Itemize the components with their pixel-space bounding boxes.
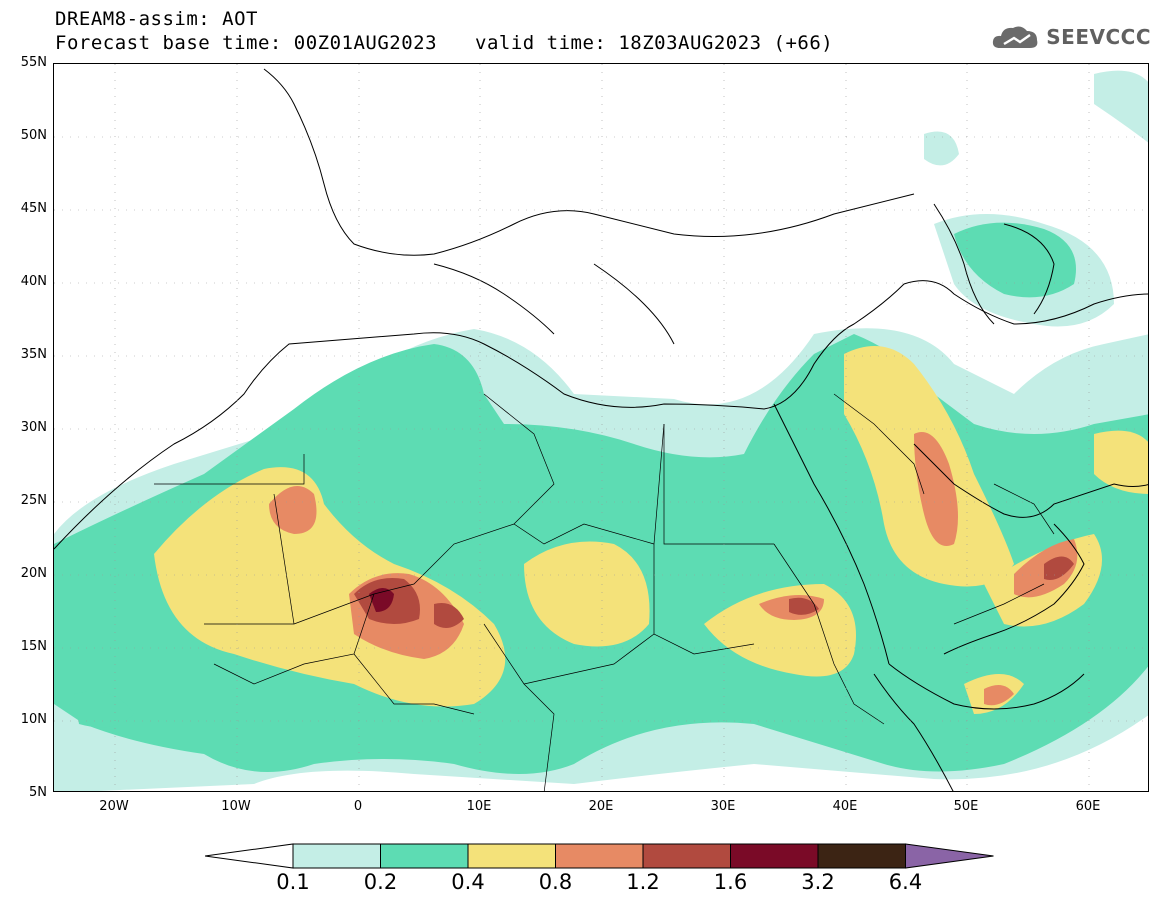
lat-label: 25N: [20, 493, 47, 508]
lat-label: 45N: [20, 201, 47, 216]
lat-label: 40N: [20, 274, 47, 289]
lat-label: 15N: [20, 639, 47, 654]
colorbar-segment: [467, 843, 556, 869]
lat-label: 35N: [20, 347, 47, 362]
colorbar-triangle-low: [205, 843, 294, 869]
colorbar-level-label: 0.4: [451, 870, 485, 894]
colorbar-level-label: 0.8: [538, 870, 573, 894]
colorbar-segment: [380, 843, 469, 869]
coastlines: [54, 68, 1148, 791]
colorbar: [205, 843, 994, 869]
map-plot: [53, 63, 1149, 792]
colorbar-segment: [292, 843, 381, 869]
colorbar-segment: [642, 843, 731, 869]
colorbar-level-label: 6.4: [888, 870, 923, 894]
colorbar-level-label: 1.6: [713, 870, 748, 894]
colorbar-level-label: 1.2: [626, 870, 660, 894]
logo-text: SEEVCCC: [1046, 25, 1151, 49]
lon-label: 20W: [99, 799, 129, 814]
lat-label: 55N: [20, 55, 47, 70]
colorbar-level-label: 0.1: [276, 870, 310, 894]
lon-label: 10E: [466, 799, 492, 814]
lat-label: 30N: [20, 420, 47, 435]
lat-label: 20N: [20, 566, 47, 581]
lon-label: 10W: [221, 799, 251, 814]
colorbar-level-label: 3.2: [801, 870, 835, 894]
lat-label: 50N: [20, 128, 47, 143]
base-time: Forecast base time: 00Z01AUG2023: [55, 32, 438, 54]
chart-title: DREAM8-assim: AOT: [55, 8, 258, 30]
colorbar-segment: [555, 843, 644, 869]
lon-label: 30E: [710, 799, 736, 814]
lat-label: 10N: [20, 712, 47, 727]
aot-map: [54, 64, 1148, 791]
cloud-icon: [993, 26, 1038, 48]
lat-label: 5N: [29, 785, 47, 800]
lon-label: 0: [353, 799, 363, 814]
valid-time: valid time: 18Z03AUG2023 (+66): [475, 32, 834, 54]
chart-subtitle: Forecast base time: 00Z01AUG2023 valid ti…: [55, 32, 833, 54]
colorbar-triangle-high: [905, 843, 994, 869]
colorbar-segment: [817, 843, 906, 869]
colorbar-level-label: 0.2: [363, 870, 398, 894]
lon-label: 50E: [953, 799, 979, 814]
lon-label: 40E: [832, 799, 858, 814]
country-borders: [154, 393, 1055, 791]
colorbar-segment: [730, 843, 819, 869]
seevccc-logo: SEEVCCC: [990, 22, 1151, 52]
lon-label: 60E: [1075, 799, 1101, 814]
lon-label: 20E: [588, 799, 614, 814]
